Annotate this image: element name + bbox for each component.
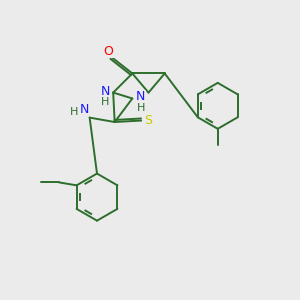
Text: N: N	[80, 103, 89, 116]
Text: H: H	[136, 103, 145, 113]
Text: H: H	[70, 107, 78, 117]
Text: O: O	[103, 45, 113, 58]
Text: N: N	[136, 91, 145, 103]
Text: S: S	[144, 114, 152, 127]
Text: N: N	[100, 85, 110, 98]
Text: H: H	[101, 97, 109, 107]
